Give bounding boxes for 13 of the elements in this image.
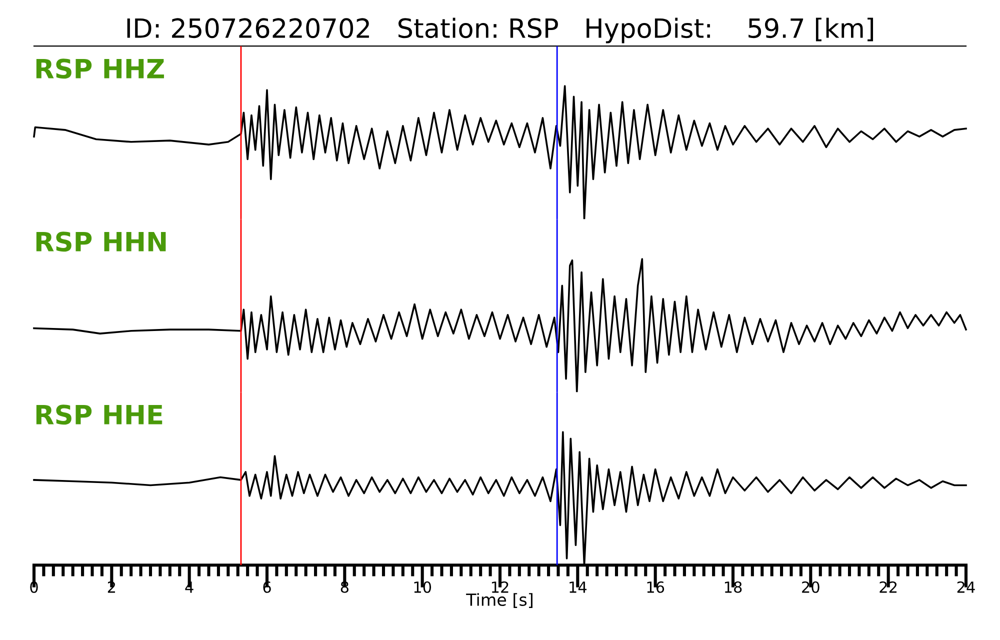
x-tick-label: 24 xyxy=(957,581,975,593)
x-tick-label: 10 xyxy=(414,581,432,593)
x-tick-label: 12 xyxy=(492,581,508,593)
chart-title: ID: 250726220702 Station: RSP HypoDist: 59.7 [km] xyxy=(127,18,874,44)
x-tick-label: 16 xyxy=(647,581,664,593)
x-tick-label: 22 xyxy=(880,581,897,593)
text: RSP HHN xyxy=(36,232,166,252)
x-tick-label: 18 xyxy=(724,581,742,593)
x-tick-label: 14 xyxy=(570,582,587,593)
text: RSP HHZ xyxy=(36,58,164,79)
text: RSP HHE xyxy=(36,404,162,425)
x-axis-title: Time [s] xyxy=(466,593,532,608)
x-tick-label: 20 xyxy=(802,581,820,593)
